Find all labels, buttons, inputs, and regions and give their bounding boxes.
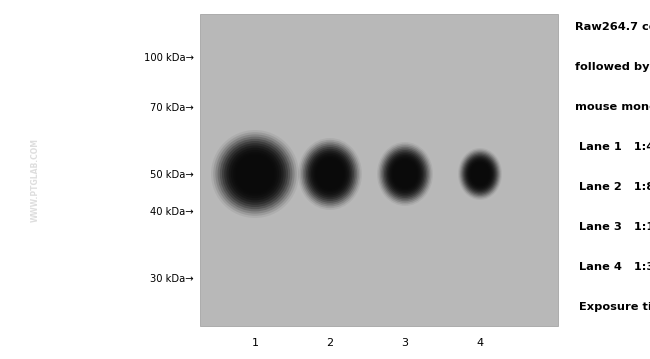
Text: 40 kDa→: 40 kDa→ [150, 207, 194, 217]
Ellipse shape [325, 169, 335, 180]
Text: 70 kDa→: 70 kDa→ [150, 103, 194, 113]
Text: 4: 4 [476, 338, 484, 348]
Ellipse shape [384, 150, 426, 198]
Ellipse shape [380, 145, 430, 203]
Ellipse shape [213, 132, 297, 216]
Ellipse shape [320, 163, 339, 185]
Ellipse shape [220, 139, 290, 209]
Ellipse shape [394, 161, 416, 187]
Ellipse shape [301, 141, 359, 206]
Text: 30 kDa→: 30 kDa→ [150, 274, 194, 284]
Ellipse shape [404, 172, 406, 176]
Text: 3: 3 [402, 338, 408, 348]
Ellipse shape [469, 161, 491, 187]
Ellipse shape [233, 152, 277, 196]
Ellipse shape [318, 162, 341, 187]
Ellipse shape [401, 169, 410, 179]
Text: 100 kDa→: 100 kDa→ [144, 53, 194, 63]
Ellipse shape [378, 144, 432, 204]
Ellipse shape [298, 138, 362, 210]
Text: 50 kDa→: 50 kDa→ [150, 170, 194, 180]
Ellipse shape [313, 154, 348, 194]
Ellipse shape [303, 143, 358, 205]
Text: WWW.PTGLAB.COM: WWW.PTGLAB.COM [31, 138, 40, 222]
Ellipse shape [398, 166, 412, 182]
Ellipse shape [327, 171, 333, 178]
Ellipse shape [218, 137, 292, 211]
Ellipse shape [242, 161, 268, 187]
Ellipse shape [304, 145, 356, 203]
Text: Exposure time: 1 min.: Exposure time: 1 min. [575, 302, 650, 312]
Ellipse shape [316, 158, 344, 190]
Ellipse shape [240, 159, 270, 190]
Ellipse shape [229, 148, 281, 200]
Ellipse shape [473, 165, 488, 183]
Ellipse shape [311, 153, 349, 196]
Ellipse shape [383, 148, 428, 200]
Ellipse shape [322, 165, 338, 183]
Ellipse shape [462, 152, 499, 196]
Ellipse shape [391, 158, 419, 190]
Ellipse shape [377, 142, 433, 206]
Ellipse shape [328, 172, 332, 176]
Ellipse shape [314, 156, 346, 192]
Ellipse shape [226, 145, 283, 202]
Ellipse shape [211, 130, 299, 218]
Text: Lane 3   1:16000: Lane 3 1:16000 [575, 222, 650, 232]
Ellipse shape [385, 151, 424, 196]
Ellipse shape [251, 169, 259, 178]
Text: mouse monoclonal antibody) at dilution of: mouse monoclonal antibody) at dilution o… [575, 102, 650, 112]
Ellipse shape [399, 168, 411, 181]
Ellipse shape [244, 163, 266, 185]
Text: Lane 2   1:8000: Lane 2 1:8000 [575, 182, 650, 192]
Ellipse shape [253, 172, 257, 176]
Text: Lane 1   1:4000: Lane 1 1:4000 [575, 142, 650, 152]
Ellipse shape [462, 153, 498, 195]
Ellipse shape [395, 163, 415, 185]
Text: Raw264.7 cells (30ug/lane) were subjected to SDS-PAGE: Raw264.7 cells (30ug/lane) were subjecte… [575, 22, 650, 32]
Text: 2: 2 [326, 338, 333, 348]
Ellipse shape [470, 162, 490, 186]
Ellipse shape [388, 155, 422, 193]
Ellipse shape [246, 165, 264, 183]
Ellipse shape [307, 149, 352, 199]
Ellipse shape [467, 158, 493, 190]
Ellipse shape [476, 170, 484, 178]
Text: followed by western blot with 66240-1-Ig (Beta-tubulin: followed by western blot with 66240-1-Ig… [575, 62, 650, 72]
Ellipse shape [317, 160, 343, 188]
Ellipse shape [396, 164, 413, 183]
Ellipse shape [465, 156, 495, 192]
Ellipse shape [460, 150, 500, 197]
Ellipse shape [387, 153, 423, 195]
Text: 1: 1 [252, 338, 259, 348]
Ellipse shape [324, 167, 337, 181]
Ellipse shape [458, 148, 502, 200]
Ellipse shape [237, 157, 272, 192]
Ellipse shape [215, 134, 294, 214]
Ellipse shape [476, 169, 484, 179]
Ellipse shape [478, 171, 482, 177]
Ellipse shape [479, 173, 481, 175]
Ellipse shape [468, 160, 492, 188]
Ellipse shape [473, 166, 487, 182]
Ellipse shape [393, 160, 417, 188]
Ellipse shape [389, 157, 421, 192]
Text: Lane 4   1:32000: Lane 4 1:32000 [575, 262, 650, 272]
Ellipse shape [222, 141, 288, 207]
Ellipse shape [474, 168, 486, 181]
Ellipse shape [309, 150, 351, 197]
Ellipse shape [471, 164, 489, 185]
Ellipse shape [248, 167, 261, 181]
Ellipse shape [300, 140, 360, 208]
Ellipse shape [459, 149, 501, 199]
Ellipse shape [306, 147, 354, 201]
Ellipse shape [463, 154, 497, 194]
Bar [200, 14, 558, 326]
Ellipse shape [235, 154, 275, 194]
Ellipse shape [465, 157, 494, 191]
Ellipse shape [231, 150, 280, 198]
Ellipse shape [224, 143, 286, 205]
Ellipse shape [402, 171, 408, 177]
Ellipse shape [381, 147, 429, 201]
